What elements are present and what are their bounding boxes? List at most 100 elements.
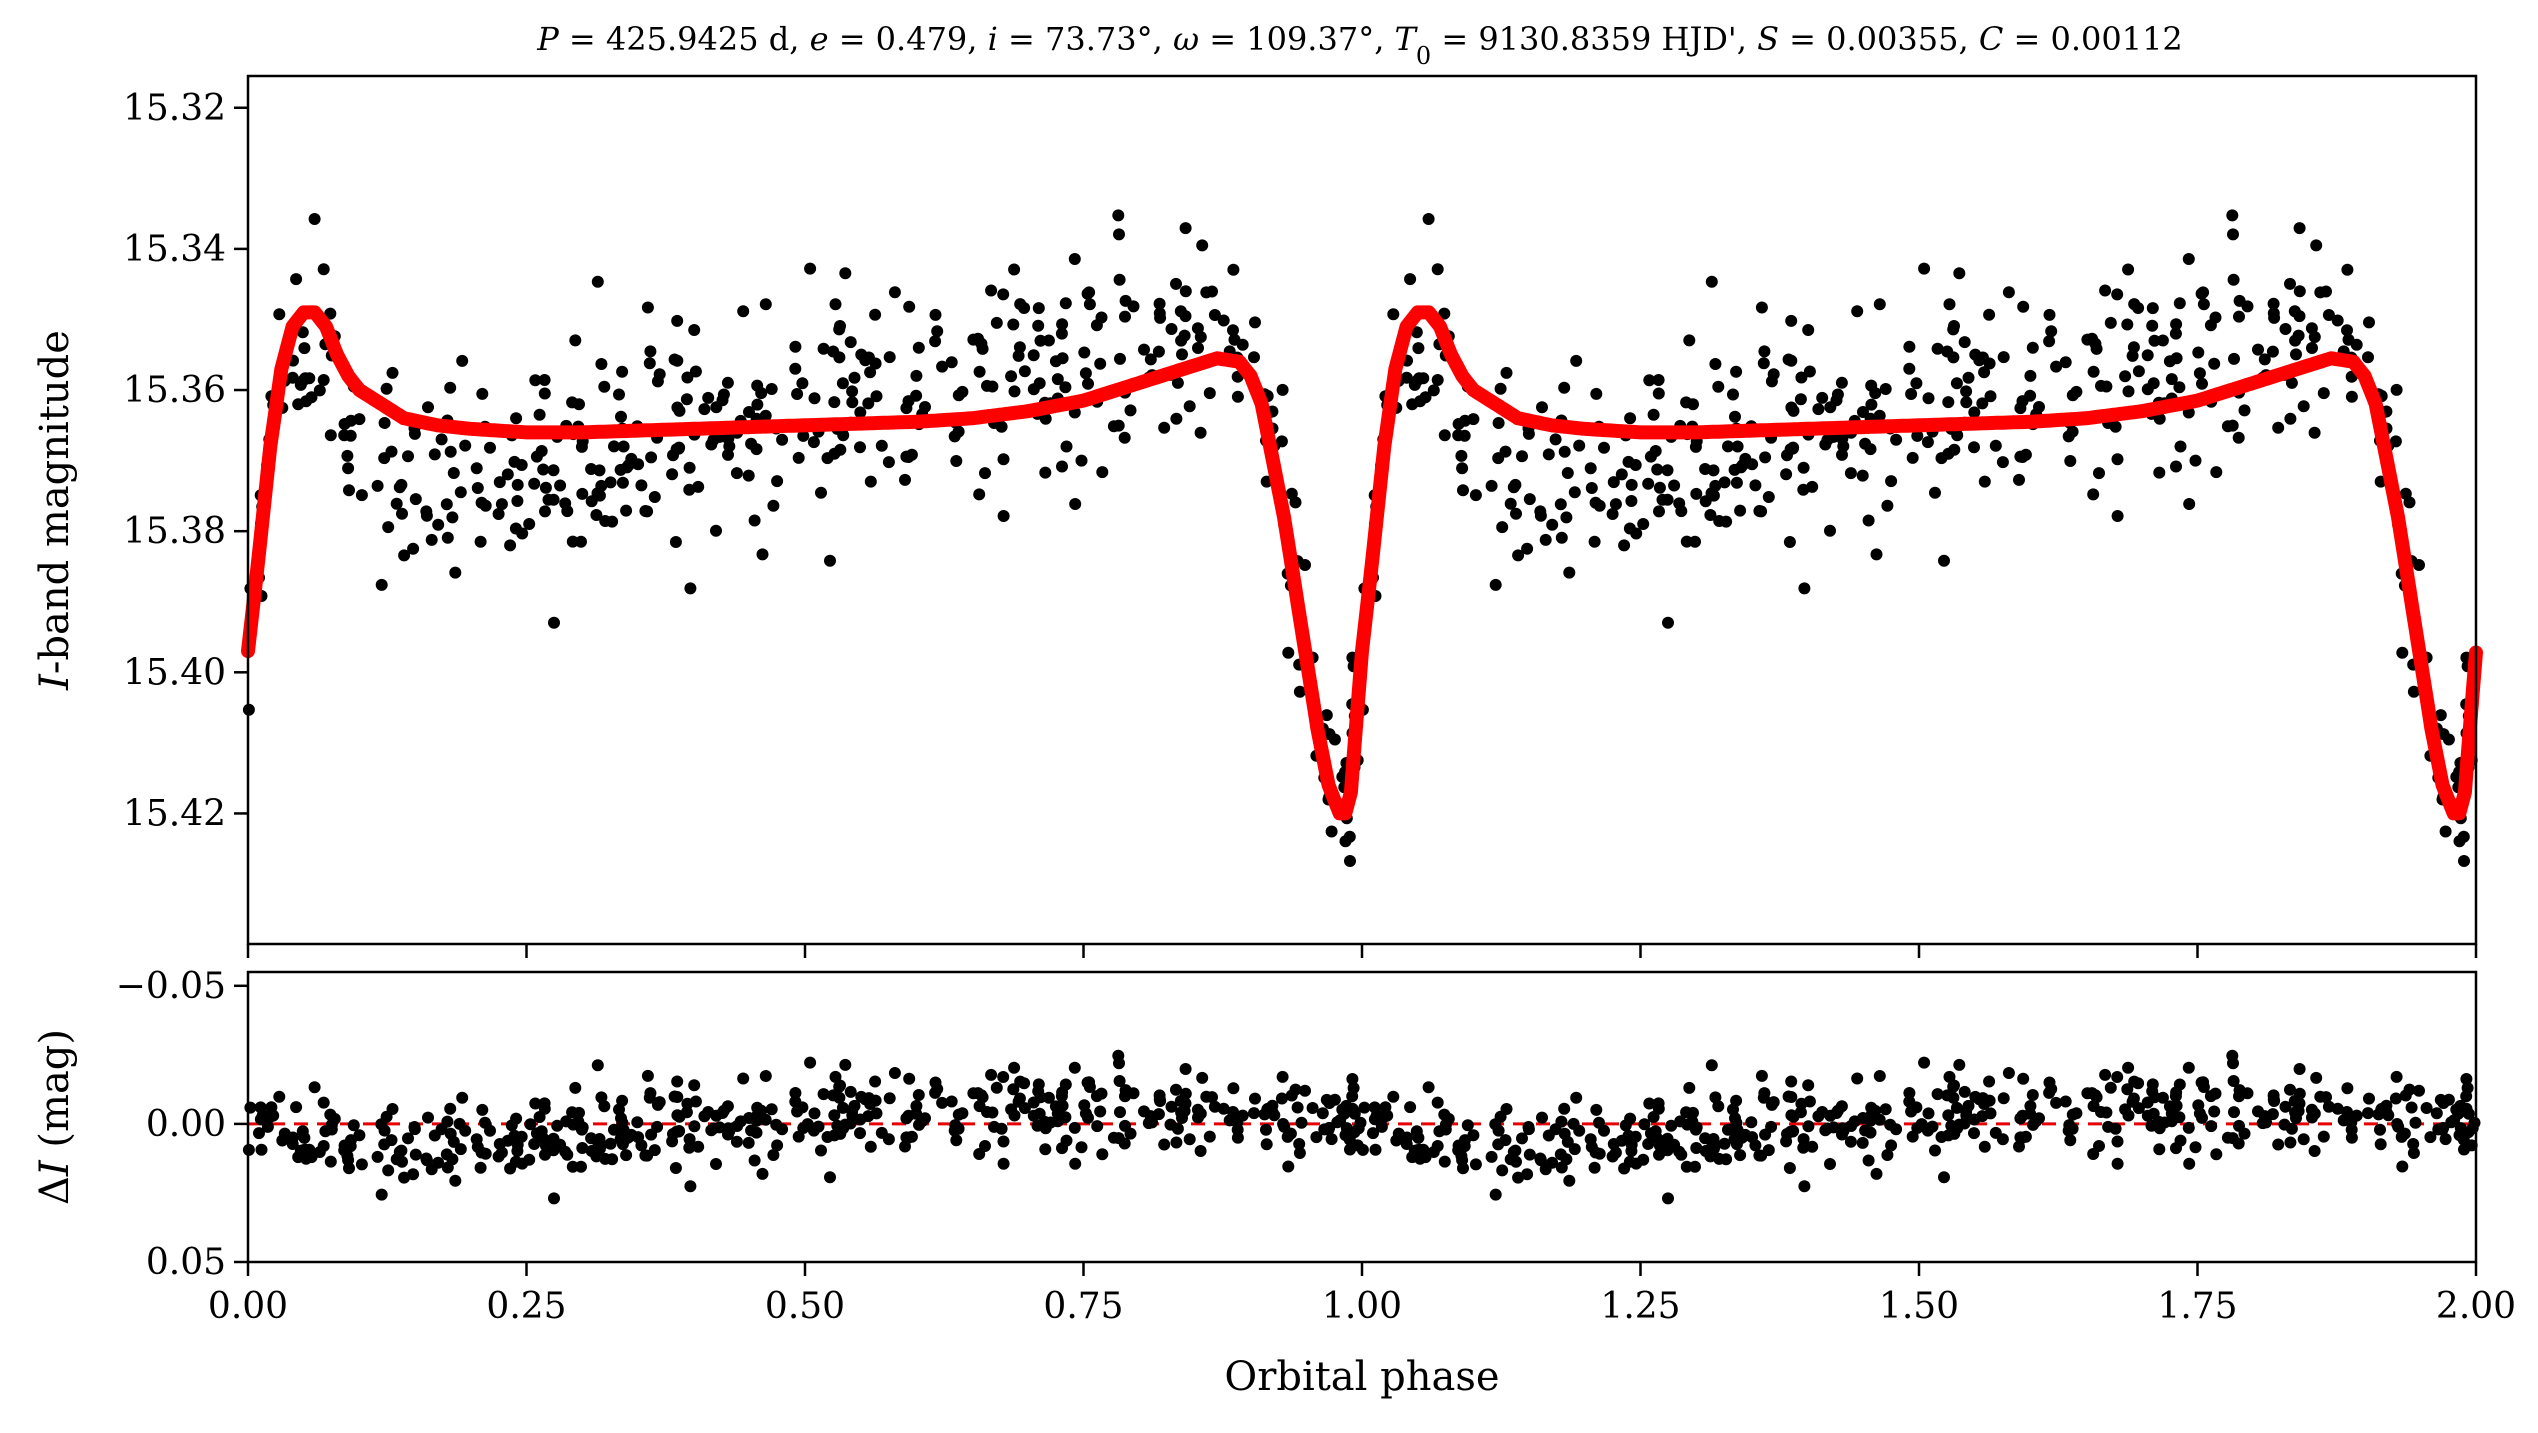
residual-point (1282, 1160, 1295, 1173)
observation-point (1709, 358, 1722, 370)
observation-point (614, 463, 627, 476)
residual-point (755, 1104, 768, 1117)
residual-point (1124, 1127, 1137, 1140)
observation-point (641, 301, 654, 314)
residual-point (833, 1080, 846, 1093)
residual-point (1680, 1160, 1693, 1173)
residual-point (1707, 1133, 1720, 1145)
observation-point (1941, 345, 1954, 358)
residual-point (2390, 1070, 2403, 1083)
observation-point (973, 365, 986, 378)
residual-point (997, 1071, 1010, 1083)
residual-point (2395, 1130, 2408, 1143)
observation-point (1018, 365, 1031, 378)
residual-point (2017, 1072, 2030, 1085)
observation-point (1690, 487, 1703, 500)
residual-point (2308, 1145, 2321, 1157)
observation-point (435, 433, 448, 446)
residual-point (817, 1088, 830, 1101)
observation-point (1422, 213, 1435, 225)
observation-point (742, 469, 755, 482)
residual-point (767, 1149, 780, 1161)
residual-point (815, 1144, 827, 1157)
observation-point (829, 298, 842, 311)
observation-point (854, 406, 867, 419)
residual-point (297, 1144, 309, 1157)
observation-point (1780, 468, 1793, 481)
residual-point (1929, 1144, 1941, 1157)
x-tick-label: 0.50 (765, 1286, 845, 1327)
residual-point (2424, 1131, 2437, 1144)
observation-point (2439, 825, 2452, 838)
observation-point (616, 365, 629, 378)
observation-point (671, 314, 684, 327)
observation-point (548, 616, 560, 629)
residual-point (533, 1111, 546, 1123)
residual-point (2453, 1101, 2466, 1114)
observation-point (1227, 263, 1240, 276)
observation-point (2233, 310, 2245, 323)
observation-point (2272, 421, 2285, 434)
observation-point (1231, 390, 1244, 403)
observation-point (979, 467, 991, 480)
observation-point (2195, 287, 2208, 300)
residual-point (1824, 1109, 1837, 1122)
observation-point (344, 429, 357, 442)
observation-point (2196, 377, 2208, 390)
observation-point (2122, 263, 2135, 276)
observation-point (717, 388, 730, 401)
residual-point (1797, 1133, 1810, 1146)
observation-point (1059, 297, 1072, 310)
observation-point (2350, 338, 2363, 351)
observation-point (1039, 466, 1052, 479)
residual-point (2403, 1083, 2416, 1096)
residual-point (666, 1135, 679, 1148)
observation-point (1082, 377, 1094, 390)
observation-point (2002, 286, 2015, 299)
residual-point (688, 1079, 701, 1092)
observation-point (1905, 388, 1918, 400)
observation-point (1624, 412, 1637, 425)
observation-point (1113, 273, 1126, 286)
observation-point (1625, 495, 1638, 507)
observation-point (1870, 548, 1883, 561)
residual-point (1862, 1154, 1875, 1167)
residual-point (569, 1081, 582, 1094)
observation-point (1534, 509, 1547, 522)
residual-point (1469, 1158, 1482, 1171)
observation-point (1438, 307, 1451, 320)
residual-point (244, 1101, 257, 1114)
y-tick-label: 15.32 (123, 88, 226, 129)
residual-point (2095, 1106, 2107, 1118)
residual-point (524, 1118, 537, 1131)
residual-point (1516, 1132, 1528, 1145)
observation-point (1649, 445, 1662, 457)
residual-point (505, 1119, 518, 1132)
observation-point (2292, 329, 2305, 342)
residual-point (1938, 1171, 1950, 1184)
residual-point (1113, 1075, 1126, 1087)
observation-point (1755, 301, 1768, 314)
observation-point (1918, 262, 1931, 275)
residual-point (997, 1135, 1010, 1148)
observation-point (428, 448, 441, 461)
residual-point (2409, 1116, 2422, 1129)
observation-point (2453, 835, 2466, 848)
observation-point (1055, 327, 1068, 340)
residual-point (501, 1134, 514, 1147)
residual-point (1154, 1095, 1167, 1107)
observation-point (997, 453, 1010, 466)
residual-point (1203, 1130, 1216, 1143)
observation-point (533, 408, 546, 421)
observation-point (1467, 413, 1480, 426)
residual-point (2310, 1071, 2323, 1084)
observation-point (1673, 497, 1686, 510)
observation-point (837, 429, 850, 442)
residual-point (2182, 1121, 2195, 1134)
observation-point (292, 398, 305, 411)
residual-point (2405, 1101, 2418, 1114)
observation-point (1935, 452, 1948, 465)
residual-point (2128, 1075, 2141, 1088)
residual-point (1522, 1121, 1535, 1133)
residual-point (2345, 1123, 2358, 1136)
